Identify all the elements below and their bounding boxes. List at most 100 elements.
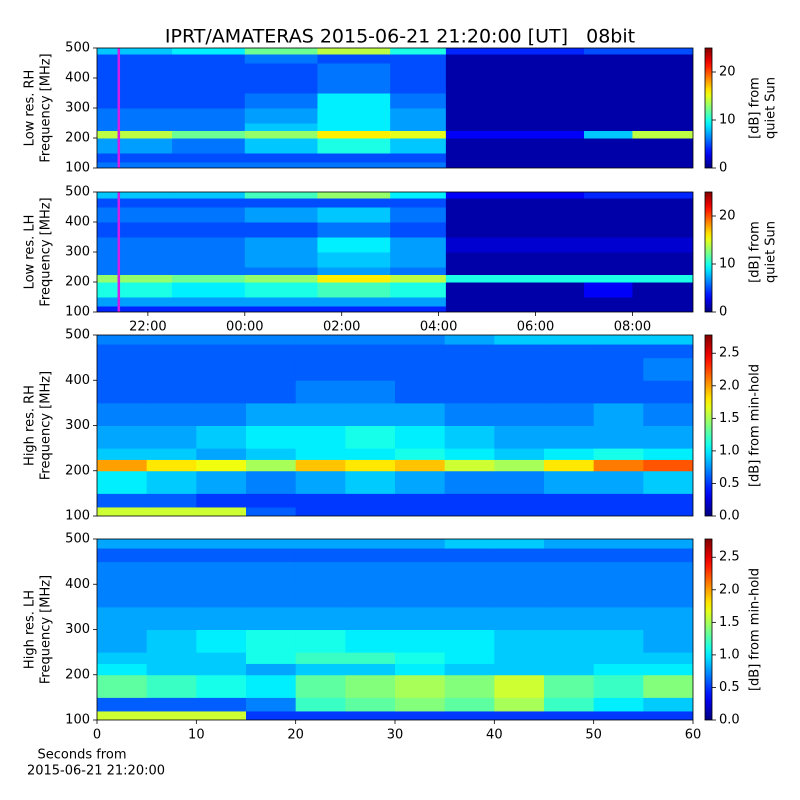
heatmap-cell <box>97 54 173 64</box>
heatmap-cell <box>643 448 693 460</box>
heatmap-cell <box>97 548 148 563</box>
x-tick-label: 00:00 <box>226 320 263 335</box>
heatmap-cell <box>511 198 585 208</box>
heatmap-cell <box>246 335 297 345</box>
heatmap-cell <box>146 652 197 664</box>
heatmap-cell <box>494 470 545 494</box>
heatmap-cell <box>632 306 693 312</box>
heatmap-cell <box>146 506 197 516</box>
y-tick-label: 400 <box>65 373 90 388</box>
x-tick-label: 20 <box>287 728 304 743</box>
heatmap-cell <box>494 380 545 404</box>
heatmap-cell <box>445 207 512 223</box>
heatmap-cell <box>196 629 247 653</box>
y-tick-label: 500 <box>65 41 90 56</box>
heatmap-cell <box>246 380 297 404</box>
heatmap-cell <box>295 357 346 381</box>
heatmap-cell <box>345 335 396 345</box>
heatmap-cell <box>196 697 247 712</box>
heatmap-cell <box>494 493 545 508</box>
heatmap-cell <box>196 493 247 508</box>
heatmap-cell <box>544 663 595 676</box>
heatmap-cell <box>593 539 644 549</box>
heatmap-cell <box>295 674 346 698</box>
heatmap-cell <box>395 357 446 381</box>
heatmap-cell <box>494 425 545 449</box>
heatmap-cell <box>246 357 297 381</box>
heatmap-cell <box>395 697 446 712</box>
heatmap-cell <box>146 548 197 563</box>
heatmap-cell <box>244 123 318 131</box>
heatmap-cell <box>444 548 495 563</box>
heatmap-cell <box>146 470 197 494</box>
heatmap-cell <box>317 138 391 154</box>
heatmap-cell <box>345 425 396 449</box>
heatmap-cell <box>632 130 693 139</box>
heatmap-cell <box>445 130 512 139</box>
heatmap-cell <box>583 237 633 253</box>
heatmap-cell <box>444 697 495 712</box>
heatmap-cell <box>511 123 585 131</box>
heatmap-cell <box>295 697 346 712</box>
heatmap-cell <box>146 459 197 472</box>
heatmap-cell <box>97 297 173 307</box>
heatmap-cell <box>583 108 633 124</box>
heatmap-cell <box>172 192 246 199</box>
heatmap-cell <box>643 335 693 345</box>
heatmap-cell <box>390 153 447 163</box>
heatmap-cell <box>244 282 318 298</box>
heatmap-cell <box>593 425 644 449</box>
heatmap-cell <box>511 138 585 154</box>
heatmap-cell <box>146 357 197 381</box>
heatmap-cell <box>643 402 693 426</box>
heatmap-cell <box>244 78 318 94</box>
heatmap-cell <box>511 222 585 238</box>
heatmap-cell <box>445 237 512 253</box>
heatmap-cell <box>196 663 247 676</box>
heatmap-cell <box>444 448 495 460</box>
heatmap <box>97 335 693 516</box>
heatmap-cell <box>544 652 595 664</box>
heatmap-cell <box>643 425 693 449</box>
heatmap-cell <box>345 493 396 508</box>
heatmap-cell <box>345 674 396 698</box>
heatmap-cell <box>317 153 391 163</box>
heatmap-cell <box>395 335 446 345</box>
heatmap-cell <box>295 448 346 460</box>
heatmap-cell <box>345 697 396 712</box>
heatmap-cell <box>390 48 447 55</box>
heatmap-cell <box>244 237 318 253</box>
heatmap-cell <box>593 663 644 676</box>
heatmap-cell <box>246 629 297 653</box>
heatmap-cell <box>295 380 346 404</box>
heatmap-cell <box>494 459 545 472</box>
heatmap-cell <box>246 674 297 698</box>
heatmap-cell <box>97 192 173 199</box>
heatmap-cell <box>632 78 693 94</box>
heatmap-cell <box>390 237 447 253</box>
heatmap-cell <box>445 222 512 238</box>
heatmap-cell <box>345 380 396 404</box>
heatmap-cell <box>632 138 693 154</box>
heatmap-cell <box>97 207 173 223</box>
heatmap-cell <box>395 561 446 585</box>
heatmap-cell <box>317 130 391 139</box>
heatmap-cell <box>390 54 447 64</box>
heatmap-cell <box>244 198 318 208</box>
heatmap-cell <box>444 470 495 494</box>
heatmap-cell <box>390 198 447 208</box>
heatmap-cell <box>494 652 545 664</box>
heatmap-cell <box>295 710 346 720</box>
heatmap-cell <box>643 357 693 381</box>
colorbar-tick-label: 0.0 <box>719 509 740 524</box>
heatmap-cell <box>345 548 396 563</box>
heatmap-cell <box>593 344 644 359</box>
heatmap-cell <box>244 274 318 283</box>
x-tick-label: 30 <box>387 728 404 743</box>
heatmap-cell <box>445 108 512 124</box>
heatmap-cell <box>395 448 446 460</box>
heatmap-cell <box>196 470 247 494</box>
colorbar-label: [dB] from <box>748 77 763 139</box>
heatmap-cell <box>246 697 297 712</box>
heatmap-cell <box>97 506 148 516</box>
